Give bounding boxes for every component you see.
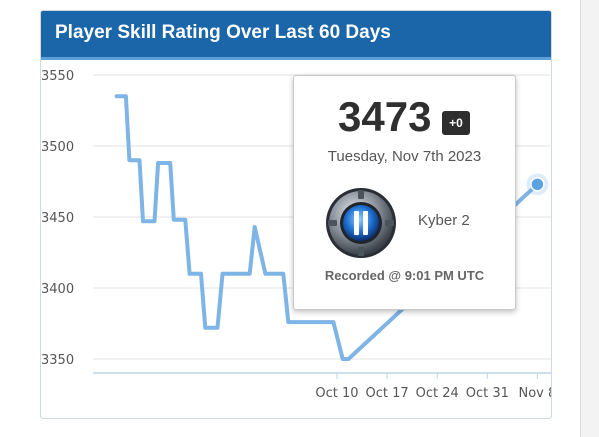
recorded-time: Recorded @ 9:01 PM UTC: [324, 268, 485, 283]
y-axis-ticks: 3550 3500 3450 3400 3350: [41, 69, 74, 368]
highlight-point-marker[interactable]: [530, 177, 545, 192]
x-tick-label: Oct 17: [366, 386, 409, 401]
x-tick-label: Oct 31: [466, 386, 509, 401]
y-tick-label: 3400: [41, 282, 74, 297]
tooltip-date: Tuesday, Nov 7th 2023: [327, 148, 482, 165]
rating-line: [114, 94, 540, 361]
y-tick-label: 3350: [41, 353, 74, 368]
x-tick-label: Oct 24: [416, 386, 459, 401]
rating-series: [114, 94, 540, 361]
x-tick-label: Oct 10: [315, 386, 358, 401]
y-tick-label: 3550: [41, 69, 74, 84]
rating-tooltip: 3473 +0 Tuesday, Nov 7th 2023: [293, 75, 516, 310]
highlight-point[interactable]: [526, 173, 549, 196]
card-title: Player Skill Rating Over Last 60 Days: [55, 22, 391, 43]
card-header: Player Skill Rating Over Last 60 Days: [41, 11, 551, 60]
rank-name: Kyber 2: [418, 212, 470, 229]
tooltip-rating-value: 3473: [338, 93, 432, 140]
x-axis-ticks: Oct 10 Oct 17 Oct 24 Oct 31 Nov 8: [315, 373, 552, 401]
y-tick-label: 3500: [41, 140, 74, 155]
side-panel-edge: [580, 0, 599, 437]
kyber-rank-emblem-icon: [326, 188, 396, 258]
x-tick-label: Nov 8: [519, 386, 552, 401]
y-tick-label: 3450: [41, 211, 74, 226]
rating-change-badge: +0: [442, 111, 470, 135]
